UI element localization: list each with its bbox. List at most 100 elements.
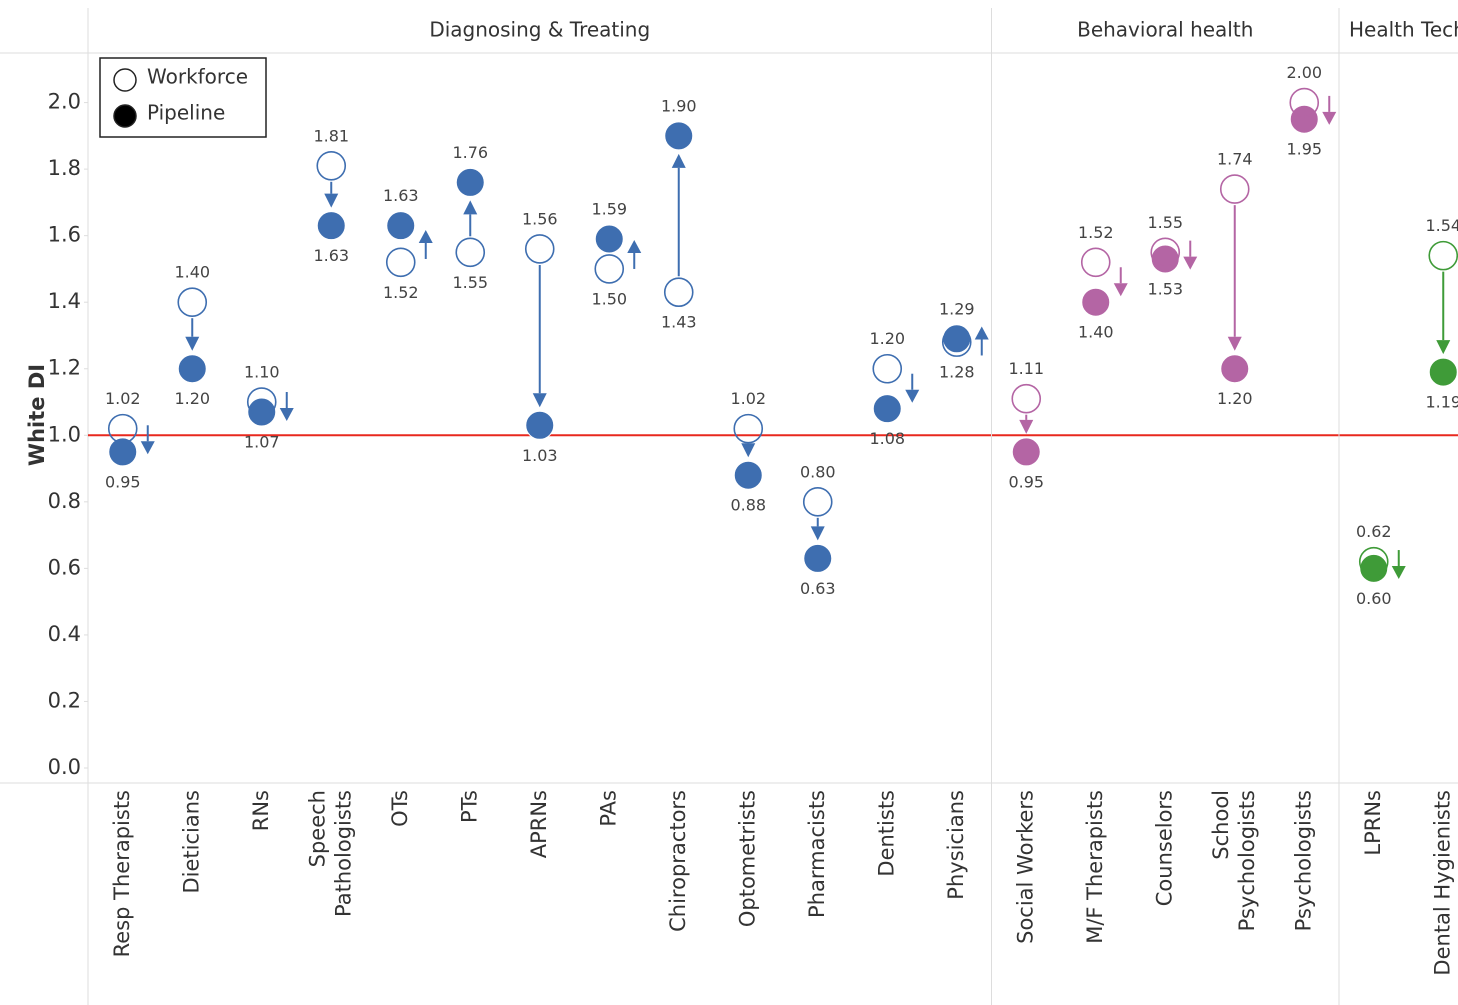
x-tick-label: Pharmacists	[805, 790, 829, 918]
data-label: 0.60	[1356, 589, 1392, 608]
data-label: 0.88	[730, 496, 766, 515]
workforce-dot	[594, 254, 625, 284]
data-label: 2.00	[1286, 63, 1322, 82]
data-label: 0.80	[800, 462, 836, 481]
data-label: 1.20	[1217, 389, 1253, 408]
workforce-dot	[1011, 383, 1042, 414]
arrow-head	[1183, 256, 1198, 270]
arrow-head	[463, 200, 478, 215]
arrow-head	[1322, 111, 1337, 125]
data-label: 1.10	[244, 363, 280, 382]
workforce-dot	[455, 237, 486, 268]
data-label: 1.29	[939, 299, 975, 318]
x-tick-label: APRNs	[527, 790, 551, 858]
data-label: 0.95	[1008, 472, 1044, 491]
group-label: Diagnosing & Treating	[429, 18, 650, 42]
pipeline-dot	[733, 460, 763, 490]
workforce-dot	[663, 277, 694, 308]
workforce-dot	[246, 387, 277, 417]
arrow-head	[810, 526, 825, 541]
arrow-head	[1113, 283, 1128, 297]
x-tick-label: PTs	[457, 790, 481, 823]
data-label: 1.19	[1425, 393, 1458, 412]
arrow-head	[185, 336, 200, 351]
pipeline-dot	[1220, 354, 1250, 384]
x-tick-label: M/F Therapists	[1083, 790, 1107, 944]
y-tick-label: 0.2	[48, 688, 81, 712]
data-label: 1.20	[869, 329, 905, 348]
pipeline-dot	[803, 543, 833, 573]
data-label: 1.90	[661, 96, 697, 115]
data-label: 1.11	[1008, 359, 1044, 378]
arrow-head	[974, 326, 989, 340]
workforce-dot	[1289, 87, 1320, 118]
workforce-dot	[1150, 237, 1181, 268]
pipeline-dot	[1359, 553, 1389, 583]
y-tick-label: 1.4	[48, 289, 81, 313]
group-label: Health Tech	[1349, 18, 1458, 42]
x-tick-label: Counselors	[1152, 790, 1176, 906]
pipeline-dot	[247, 397, 277, 427]
pipeline-dot	[664, 121, 694, 151]
arrow-head	[1436, 340, 1451, 355]
x-tick-label: PAs	[596, 790, 620, 827]
data-label: 1.95	[1286, 140, 1322, 159]
pipeline-dot	[525, 410, 555, 440]
x-tick-label-line: Pathologists	[331, 790, 355, 917]
workforce-dot	[733, 413, 764, 444]
data-label: 1.54	[1425, 216, 1458, 235]
x-tick-label: SpeechPathologists	[305, 790, 355, 917]
x-tick-label: RNs	[249, 790, 273, 831]
data-label: 1.28	[939, 363, 975, 382]
data-label: 1.43	[661, 313, 697, 332]
y-tick-label: 1.2	[48, 356, 81, 380]
workforce-dot	[802, 487, 833, 517]
x-tick-label-line: School	[1209, 790, 1233, 860]
y-tick-label: 0.6	[48, 555, 81, 579]
legend-label: Pipeline	[147, 101, 225, 125]
data-label: 1.50	[591, 289, 627, 308]
x-tick-label: Dental Hygienists	[1430, 790, 1454, 976]
data-label: 1.76	[452, 143, 488, 162]
x-tick-label: Social Workers	[1013, 790, 1037, 944]
data-label: 1.02	[730, 389, 766, 408]
arrow-head	[140, 441, 155, 455]
data-label: 1.56	[522, 209, 558, 228]
data-label: 1.63	[383, 186, 419, 205]
workforce-dot	[107, 413, 138, 444]
y-tick-label: 1.8	[48, 156, 81, 180]
x-tick-label: Psychologists	[1291, 790, 1315, 931]
workforce-dot	[1080, 247, 1111, 278]
y-axis-title: White DI	[25, 364, 49, 466]
legend-marker	[113, 104, 137, 128]
plot: Diagnosing & Treating Resp Therapists 1.02…	[105, 8, 1458, 1005]
pipeline-dot	[594, 224, 624, 254]
data-label: 1.40	[1078, 323, 1114, 342]
data-label: 1.07	[244, 433, 280, 452]
x-tick-label: LPRNs	[1361, 790, 1385, 856]
workforce-dot	[524, 234, 555, 264]
legend-marker	[113, 68, 137, 92]
y-tick-label: 0.8	[48, 489, 81, 513]
legend-label: Workforce	[147, 65, 248, 89]
data-label: 1.55	[452, 273, 488, 292]
x-tick-label: OTs	[388, 790, 412, 827]
data-label: 1.74	[1217, 150, 1253, 169]
data-label: 1.02	[105, 389, 141, 408]
arrow-head	[324, 193, 339, 208]
data-label: 0.62	[1356, 522, 1392, 541]
y-tick-label: 2.0	[48, 90, 81, 114]
data-label: 1.52	[383, 283, 419, 302]
pipeline-dot	[386, 211, 416, 241]
y-tick-label: 0.4	[48, 622, 81, 646]
pipeline-dot	[1428, 357, 1458, 387]
data-label: 1.53	[1147, 279, 1183, 298]
workforce-dot	[1358, 546, 1389, 577]
data-label: 1.81	[313, 126, 349, 145]
pipeline-dot	[942, 324, 972, 354]
x-tick-label: SchoolPsychologists	[1209, 790, 1259, 931]
data-label: 1.08	[869, 429, 905, 448]
workforce-dot	[177, 287, 208, 318]
y-tick-label: 1.0	[48, 422, 81, 446]
workforce-dot	[1219, 174, 1250, 204]
